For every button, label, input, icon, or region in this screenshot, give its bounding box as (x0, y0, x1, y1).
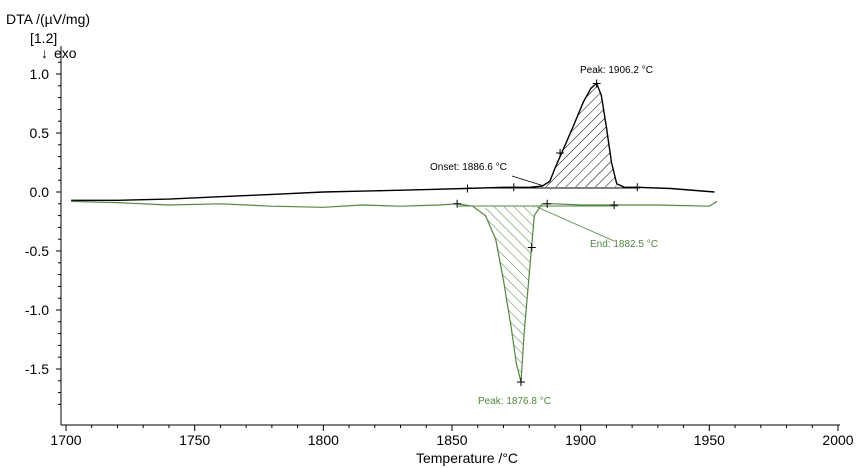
cross-marker (543, 199, 552, 208)
x-tick-label: 1750 (179, 432, 210, 448)
cross-marker (453, 199, 462, 208)
y-tick-label: -1.5 (25, 361, 49, 377)
x-ticks: 1700 1750 1800 1850 1900 1950 2000 (50, 425, 854, 448)
cross-marker (509, 183, 518, 192)
y-tick-label: 1.0 (30, 66, 50, 82)
x-tick-label: 1850 (436, 432, 467, 448)
y-tick-label: 0.0 (30, 184, 50, 200)
cross-marker (516, 377, 525, 386)
x-tick-label: 1900 (565, 432, 596, 448)
heating-peak-area (542, 83, 617, 187)
exo-label: exo (54, 45, 77, 61)
onset-label: Onset: 1886.6 °C (430, 162, 507, 173)
cross-marker (592, 79, 601, 88)
heating-curve (71, 82, 715, 201)
heating-peak-label: Peak: 1906.2 °C (580, 65, 653, 76)
x-tick-label: 1700 (50, 432, 81, 448)
cooling-peak-area (485, 206, 535, 382)
y-scale-marker: [1.2] (30, 30, 57, 46)
x-tick-label: 1950 (694, 432, 725, 448)
characteristic-markers (453, 79, 642, 386)
onset-leader (511, 175, 545, 187)
cross-marker (463, 184, 472, 193)
end-label: End: 1882.5 °C (590, 239, 658, 250)
x-axis-title: Temperature /°C (416, 450, 518, 466)
cross-marker (527, 243, 536, 252)
x-tick-label: 1800 (308, 432, 339, 448)
y-tick-label: 0.5 (30, 125, 50, 141)
cooling-peak-label: Peak: 1876.8 °C (478, 396, 551, 407)
cooling-curve (71, 200, 718, 383)
end-leader (536, 206, 615, 242)
y-tick-label: -0.5 (25, 243, 49, 259)
y-axis-title: DTA /(µV/mg) (6, 11, 90, 27)
y-ticks: 1.0 0.5 0.0 -0.5 -1.0 -1.5 (25, 61, 61, 405)
exo-arrow-icon: ↓ (41, 45, 48, 61)
x-tick-label: 2000 (822, 432, 853, 448)
cross-marker (556, 149, 565, 158)
y-tick-label: -1.0 (25, 302, 49, 318)
cross-marker (610, 200, 619, 209)
cross-marker (633, 183, 642, 192)
